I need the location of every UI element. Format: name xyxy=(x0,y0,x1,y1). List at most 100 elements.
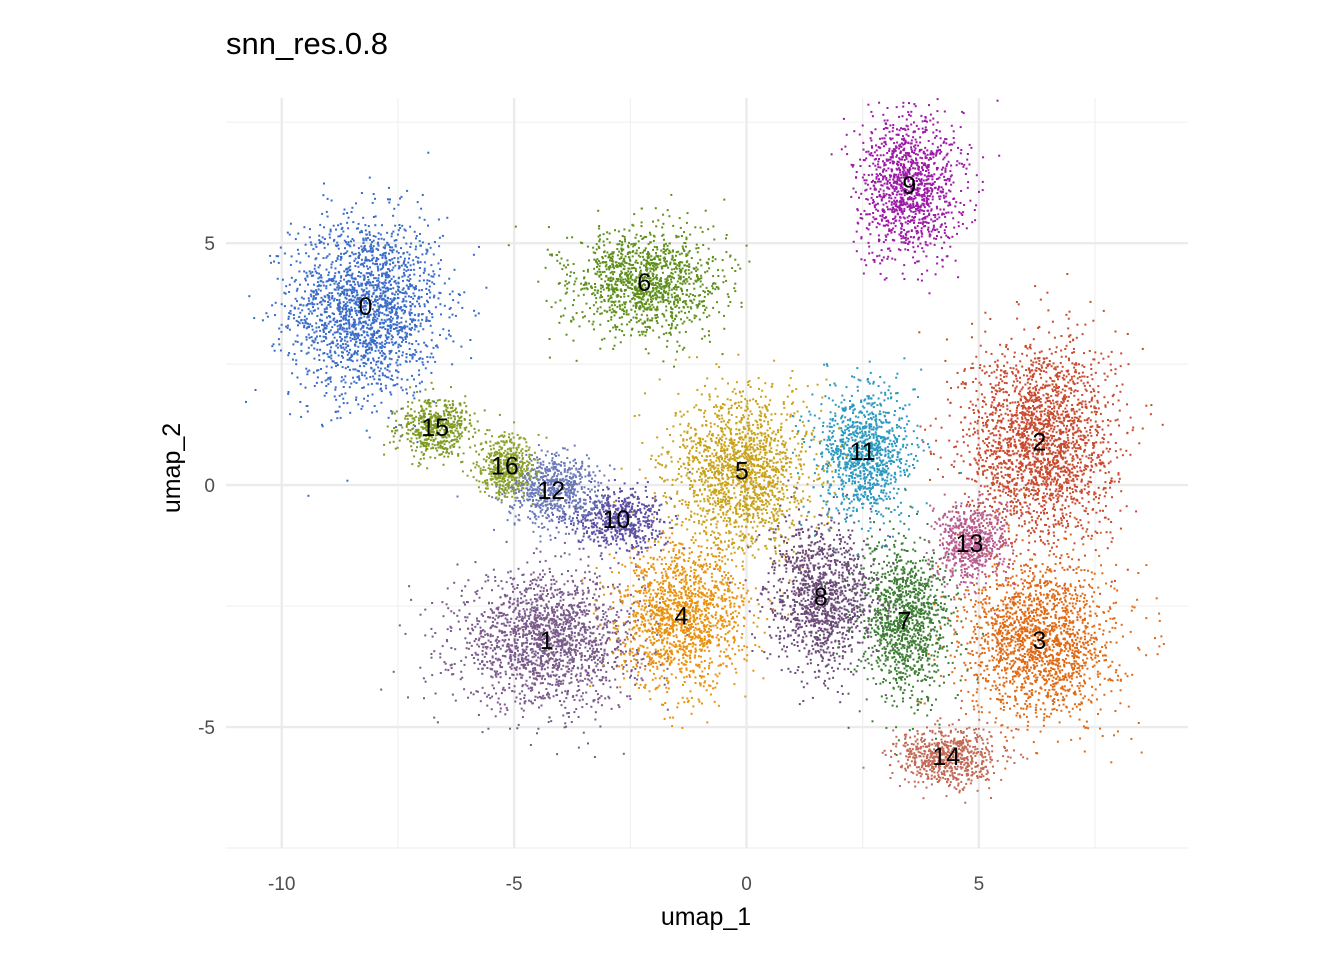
data-point xyxy=(386,338,389,340)
data-point xyxy=(389,259,392,262)
data-point xyxy=(559,632,562,635)
data-point xyxy=(547,653,550,656)
data-point xyxy=(316,376,319,379)
data-point xyxy=(533,655,536,658)
data-point xyxy=(475,690,478,693)
data-point xyxy=(1058,523,1061,526)
data-point xyxy=(325,371,328,374)
data-point xyxy=(551,636,554,639)
data-point xyxy=(409,285,412,288)
data-point xyxy=(1026,381,1029,384)
data-point xyxy=(1043,386,1046,389)
data-point xyxy=(344,343,347,346)
data-point xyxy=(381,286,384,289)
data-point xyxy=(537,625,539,628)
data-point xyxy=(367,259,370,262)
data-point xyxy=(384,282,387,284)
data-point xyxy=(583,626,586,629)
data-point xyxy=(345,307,348,310)
data-point xyxy=(519,627,522,630)
data-point xyxy=(415,237,417,240)
data-point xyxy=(1007,563,1010,565)
data-point xyxy=(486,667,489,669)
data-point xyxy=(586,659,589,662)
data-point xyxy=(423,303,426,306)
data-point xyxy=(554,611,556,614)
data-point xyxy=(520,619,523,622)
data-point xyxy=(319,329,322,332)
data-point xyxy=(328,271,330,274)
data-point xyxy=(433,400,435,403)
data-point xyxy=(557,665,560,667)
data-point xyxy=(365,284,367,287)
data-point xyxy=(313,264,316,267)
data-point xyxy=(396,324,399,327)
data-point xyxy=(518,615,521,618)
data-point xyxy=(550,607,553,610)
data-point xyxy=(377,329,380,332)
data-point xyxy=(360,229,363,232)
data-point xyxy=(335,398,338,401)
data-point xyxy=(464,585,467,588)
data-point xyxy=(305,322,308,325)
data-point xyxy=(1065,415,1068,418)
data-point xyxy=(514,653,517,656)
data-point xyxy=(569,654,572,656)
data-point xyxy=(368,290,371,293)
data-point xyxy=(315,272,318,275)
data-point xyxy=(524,628,527,631)
data-point xyxy=(363,274,366,277)
data-point xyxy=(394,297,397,300)
data-point xyxy=(437,218,440,221)
data-point xyxy=(569,637,572,640)
data-point xyxy=(1030,359,1033,362)
data-point xyxy=(571,639,574,642)
data-point xyxy=(368,348,371,350)
data-point xyxy=(545,589,548,592)
data-point xyxy=(1043,440,1046,443)
data-point xyxy=(392,214,395,217)
data-point xyxy=(955,511,958,514)
data-point xyxy=(366,281,369,284)
data-point xyxy=(623,638,626,641)
data-point xyxy=(551,683,554,686)
data-point xyxy=(357,403,360,406)
data-point xyxy=(381,341,384,344)
data-point xyxy=(316,281,319,284)
data-point xyxy=(448,277,451,280)
data-point xyxy=(509,570,512,573)
data-point xyxy=(1013,497,1016,500)
data-point xyxy=(987,445,989,448)
data-point xyxy=(528,676,531,679)
data-point xyxy=(509,596,512,599)
data-point xyxy=(375,257,378,259)
data-point xyxy=(615,613,618,616)
data-point xyxy=(382,272,385,275)
data-point xyxy=(540,665,543,668)
data-point xyxy=(376,265,379,268)
data-point xyxy=(1045,371,1048,374)
data-point xyxy=(451,290,454,293)
data-point xyxy=(1008,437,1011,440)
data-point xyxy=(386,331,389,334)
data-point xyxy=(355,333,358,336)
data-point xyxy=(1044,423,1047,425)
data-point xyxy=(1016,477,1019,480)
data-point xyxy=(560,614,563,617)
data-point xyxy=(245,400,247,403)
data-point xyxy=(584,571,587,574)
data-point xyxy=(487,693,490,696)
data-point xyxy=(313,347,316,350)
data-point xyxy=(376,317,379,320)
data-point xyxy=(374,289,377,292)
data-point xyxy=(1040,376,1043,379)
data-point xyxy=(427,242,430,245)
data-point xyxy=(535,598,538,601)
data-point xyxy=(1031,452,1034,455)
data-point xyxy=(287,317,290,320)
data-point xyxy=(995,368,998,371)
data-point xyxy=(495,614,498,617)
data-point xyxy=(608,697,611,700)
data-point xyxy=(369,238,372,241)
data-point xyxy=(490,675,493,678)
